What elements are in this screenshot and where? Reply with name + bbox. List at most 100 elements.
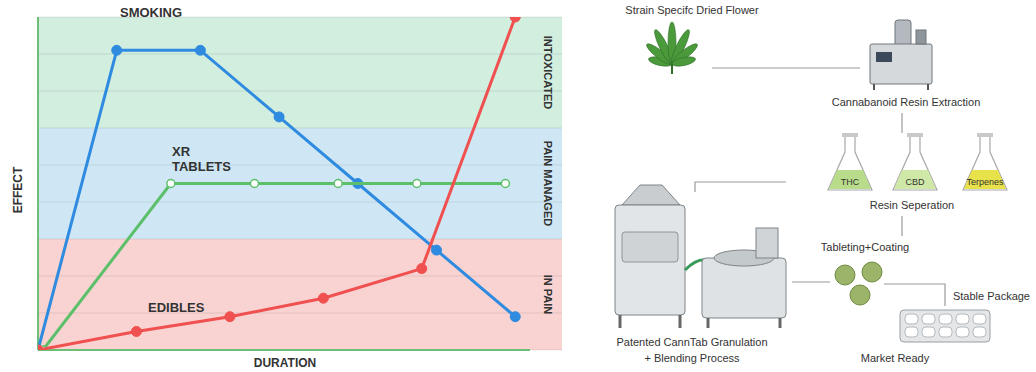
fraction-label: CBD [905,177,925,187]
y-axis [37,17,39,350]
stem [671,64,673,74]
band-label: IN PAIN [542,275,554,315]
band [38,17,562,128]
series-label: EDIBLES [148,300,205,315]
leaflet [670,41,700,67]
band-label: INTOXICATED [542,36,554,110]
vessel [916,30,926,44]
blister-cell [939,327,952,337]
blister-card [900,310,990,342]
flask-liquid [894,170,936,189]
series-label-line: XR [172,144,191,159]
step-label: + Blending Process [644,352,740,364]
marker [274,112,284,122]
leaflet [671,55,696,68]
flask-rim [907,133,923,137]
grid-line [38,350,562,351]
mixer-body [702,258,786,318]
blister-cell [922,314,935,324]
flask: CBD [893,133,937,190]
flask-rim [977,133,993,137]
marker [432,245,442,255]
grid-line [38,128,562,129]
extraction-machine [870,20,932,90]
tablet-icon [835,265,855,285]
leg [707,318,710,328]
step-label: Market Ready [861,352,930,364]
blister-cell [956,327,969,337]
connector [884,284,945,306]
series-line [38,50,515,350]
step-label: Strain Specifc Dried Flower [625,4,759,16]
marker [112,45,122,55]
step-label: Cannabanoid Resin Extraction [832,96,981,108]
series-label: SMOKING [120,5,182,20]
hood [622,185,680,205]
step-label: Tableting+Coating [821,241,909,253]
process-diagram: Strain Specifc Dried Flower Cannabanoid R… [615,4,1030,364]
blister-cell [905,327,918,337]
series-label-line: SMOKING [120,5,182,20]
series-line [43,184,505,351]
marker [510,312,520,322]
connector [712,67,860,68]
grid-line [38,313,562,314]
page: IN PAIN PAIN MANAGED INTOXICATED EFFECT DURA… [0,0,1036,372]
screen [876,52,892,62]
dryer-window [622,232,678,262]
marker [413,180,421,188]
flask-liquid [964,170,1006,189]
marker [510,17,520,22]
blister-cell [939,314,952,324]
series-label-line: TABLETS [172,159,231,174]
blister-cell [905,314,918,324]
flask: THC [828,133,872,190]
marker [501,180,509,188]
grid-line [38,276,562,277]
flask-liquid [829,170,871,189]
connector [901,216,902,236]
marker [225,312,235,322]
fraction-label: THC [841,177,860,187]
connector [695,182,786,192]
leg [873,84,875,90]
marker [318,293,328,303]
grid-line [38,165,562,166]
marker [195,45,205,55]
series-line [38,17,515,350]
blister-cell [973,327,986,337]
chart: IN PAIN PAIN MANAGED INTOXICATED EFFECT DURA… [11,5,562,370]
mixer-column [756,228,778,258]
grid-line [38,17,562,18]
x-axis [38,349,530,351]
cabinet [870,44,932,84]
grid-line [38,91,562,92]
flask-glass [828,136,872,190]
marker [167,180,175,188]
marker [131,327,141,337]
marker [417,264,427,274]
flask-glass [893,136,937,190]
blister-pack [900,310,990,342]
x-axis-title: DURATION [254,356,316,370]
flask: Terpenes [963,133,1007,190]
leaf-icon [644,22,699,74]
marker [38,345,43,350]
blister-cell [973,314,986,324]
marker [334,180,342,188]
leg [619,315,622,328]
band-label: PAIN MANAGED [542,141,554,226]
y-axis-title: EFFECT [11,166,25,213]
fraction-label: Terpenes [966,177,1004,187]
step-label: Stable Package [953,290,1030,302]
series-label-line: EDIBLES [148,300,205,315]
grid-line [38,239,562,240]
flask-rim [842,133,858,137]
dryer-body [615,205,685,315]
step-label: Resin Seperation [870,199,954,211]
tablet-icon [850,285,870,305]
granulation-machines [615,182,786,328]
flask-glass [963,136,1007,190]
blister-cell [922,327,935,337]
step-label: Patented CannTab Granulation [616,336,767,348]
